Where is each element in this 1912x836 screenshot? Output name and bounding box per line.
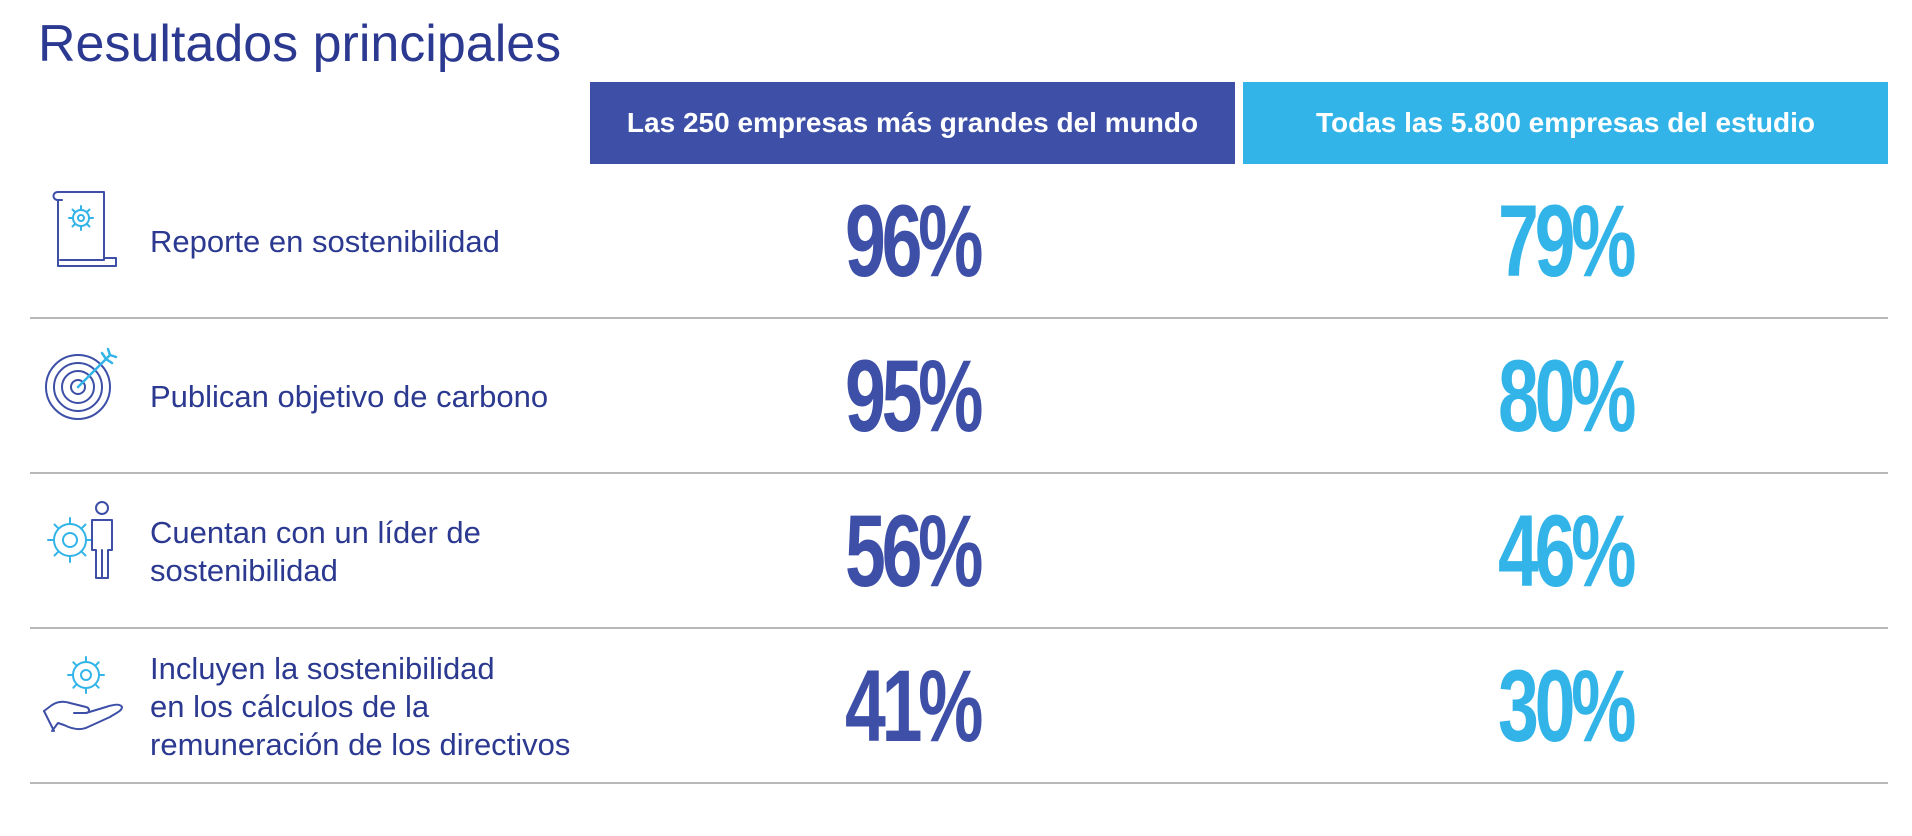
row-label: Reporte en sostenibilidad bbox=[150, 164, 610, 319]
row-label: Incluyen la sostenibilidad en los cálcul… bbox=[150, 629, 610, 784]
value-text: 79% bbox=[1498, 184, 1636, 298]
value-text: 46% bbox=[1498, 494, 1636, 608]
row-label-line: Reporte en sostenibilidad bbox=[150, 223, 500, 259]
row-label: Publican objetivo de carbono bbox=[150, 319, 610, 474]
value-text: 56% bbox=[845, 494, 983, 608]
table-row: Cuentan con un líder de sostenibilidad 5… bbox=[30, 474, 1888, 629]
row-label-line: Cuentan con un líder de bbox=[150, 514, 481, 550]
table-row: Incluyen la sostenibilidad en los cálcul… bbox=[30, 629, 1888, 784]
table-row: Reporte en sostenibilidad 96% 79% bbox=[30, 164, 1888, 319]
row-label-line: Publican objetivo de carbono bbox=[150, 378, 549, 414]
row-label-line: en los cálculos de la bbox=[150, 688, 430, 724]
document-gear-icon bbox=[40, 186, 126, 272]
row-divider bbox=[30, 317, 1888, 319]
row-label: Cuentan con un líder de sostenibilidad bbox=[150, 474, 610, 629]
value-all-5800: 30% bbox=[1243, 639, 1888, 774]
page-title: Resultados principales bbox=[38, 15, 562, 73]
gears-person-icon bbox=[40, 496, 126, 582]
value-text: 96% bbox=[845, 184, 983, 298]
value-all-5800: 79% bbox=[1243, 174, 1888, 309]
hand-gear-icon bbox=[40, 651, 126, 737]
column-header-all-5800: Todas las 5.800 empresas del estudio bbox=[1243, 82, 1888, 164]
row-label-line: sostenibilidad bbox=[150, 552, 338, 588]
table-row: Publican objetivo de carbono 95% 80% bbox=[30, 319, 1888, 474]
value-all-5800: 80% bbox=[1243, 329, 1888, 464]
value-top-250: 56% bbox=[590, 484, 1235, 619]
target-arrow-icon bbox=[40, 341, 126, 427]
value-top-250: 41% bbox=[590, 639, 1235, 774]
row-divider bbox=[30, 472, 1888, 474]
row-label-line: Incluyen la sostenibilidad bbox=[150, 650, 495, 686]
value-text: 95% bbox=[845, 339, 983, 453]
value-text: 30% bbox=[1498, 649, 1636, 763]
row-label-line: remuneración de los directivos bbox=[150, 726, 571, 762]
value-text: 80% bbox=[1498, 339, 1636, 453]
column-header-top-250: Las 250 empresas más grandes del mundo bbox=[590, 82, 1235, 164]
value-text: 41% bbox=[845, 649, 983, 763]
row-divider bbox=[30, 627, 1888, 629]
value-top-250: 95% bbox=[590, 329, 1235, 464]
value-top-250: 96% bbox=[590, 174, 1235, 309]
value-all-5800: 46% bbox=[1243, 484, 1888, 619]
row-divider bbox=[30, 782, 1888, 784]
